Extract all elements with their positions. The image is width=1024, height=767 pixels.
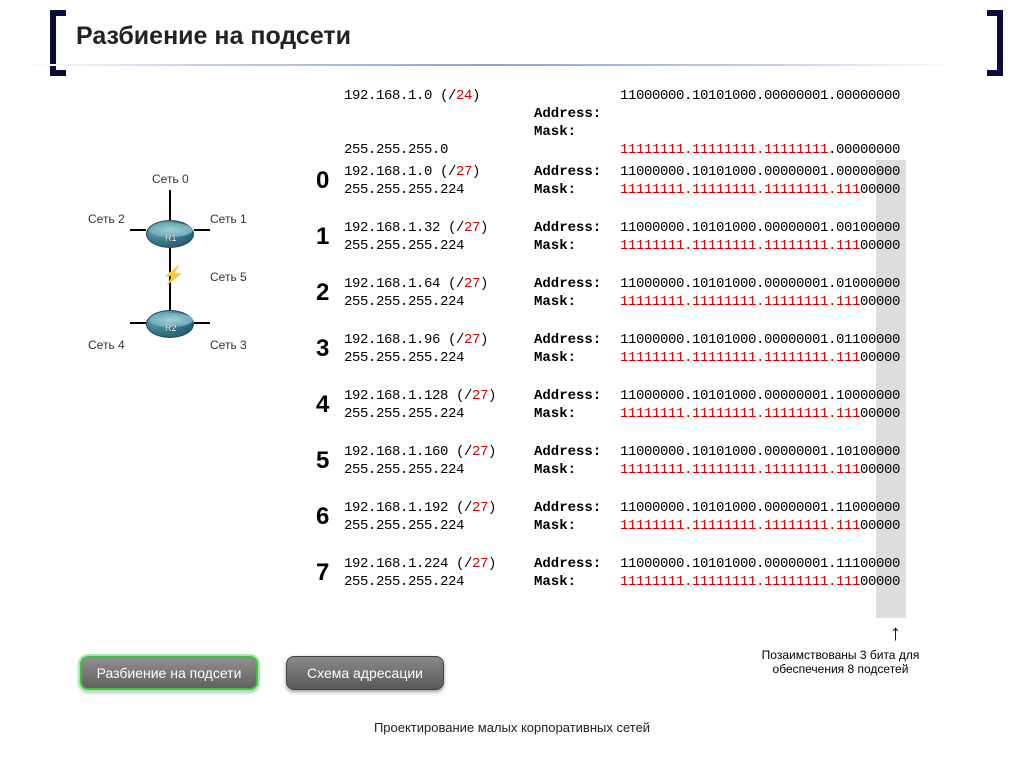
row-index: 0 bbox=[316, 172, 344, 190]
ip-cell: 192.168.1.128 (/27)255.255.255.224 bbox=[344, 387, 534, 423]
row-index: 4 bbox=[316, 396, 344, 414]
binary-cell: 11000000.10101000.00000001.1100000011111… bbox=[620, 499, 900, 535]
link-stub bbox=[169, 190, 171, 220]
serial-link-icon: ⚡ bbox=[162, 265, 184, 286]
table-row: 4192.168.1.128 (/27)255.255.255.224Addre… bbox=[316, 387, 900, 423]
net-label-4: Сеть 4 bbox=[88, 338, 125, 352]
subnet-table: 192.168.1.0 (/24) 255.255.255.0 Address:… bbox=[316, 105, 900, 611]
label-cell: Address:Mask: bbox=[534, 387, 620, 423]
addressing-button[interactable]: Схема адресации bbox=[286, 656, 444, 690]
ip-cell: 192.168.1.0 (/27)255.255.255.224 bbox=[344, 163, 534, 199]
annotation-text: Позаимствованы 3 бита для обеспечения 8 … bbox=[738, 648, 943, 676]
table-row: 1192.168.1.32 (/27)255.255.255.224Addres… bbox=[316, 219, 900, 255]
table-row: 3192.168.1.96 (/27)255.255.255.224Addres… bbox=[316, 331, 900, 367]
net-label-5: Сеть 5 bbox=[210, 270, 247, 284]
link-stub bbox=[194, 229, 210, 231]
net-label-2: Сеть 2 bbox=[88, 212, 125, 226]
label-cell: Address:Mask: bbox=[534, 219, 620, 255]
annotation-arrow-icon: ↑ bbox=[890, 620, 901, 646]
binary-cell: 11000000.10101000.00000001.1110000011111… bbox=[620, 555, 900, 591]
binary-cell: 11000000.10101000.00000001.0000000011111… bbox=[620, 163, 900, 199]
row-index: 6 bbox=[316, 508, 344, 526]
network-diagram: Сеть 0 Сеть 1 Сеть 2 Сеть 5 Сеть 3 Сеть … bbox=[80, 170, 265, 365]
ip-cell: 192.168.1.160 (/27)255.255.255.224 bbox=[344, 443, 534, 479]
table-row: 7192.168.1.224 (/27)255.255.255.224Addre… bbox=[316, 555, 900, 591]
ip-cell: 192.168.1.224 (/27)255.255.255.224 bbox=[344, 555, 534, 591]
table-header-row: 192.168.1.0 (/24) 255.255.255.0 Address:… bbox=[316, 105, 900, 141]
net-label-3: Сеть 3 bbox=[210, 338, 247, 352]
row-index: 3 bbox=[316, 340, 344, 358]
page-title: Разбиение на подсети bbox=[76, 22, 351, 51]
label-cell: Address:Mask: bbox=[534, 443, 620, 479]
row-index: 2 bbox=[316, 284, 344, 302]
ip-cell: 192.168.1.64 (/27)255.255.255.224 bbox=[344, 275, 534, 311]
router-icon: R1 bbox=[146, 220, 194, 248]
bracket-left bbox=[50, 10, 66, 76]
row-index: 5 bbox=[316, 452, 344, 470]
link-stub bbox=[130, 229, 146, 231]
link-stub bbox=[130, 322, 146, 324]
router-icon: R2 bbox=[146, 310, 194, 338]
binary-cell: 11000000.10101000.00000001.0100000011111… bbox=[620, 275, 900, 311]
label-cell: Address:Mask: bbox=[534, 105, 620, 141]
net-label-1: Сеть 1 bbox=[210, 212, 247, 226]
subnetting-button[interactable]: Разбиение на подсети bbox=[80, 656, 258, 690]
router-label: R2 bbox=[165, 323, 177, 333]
binary-cell: 11000000.10101000.00000001.0110000011111… bbox=[620, 331, 900, 367]
table-row: 6192.168.1.192 (/27)255.255.255.224Addre… bbox=[316, 499, 900, 535]
row-index: 1 bbox=[316, 228, 344, 246]
label-cell: Address:Mask: bbox=[534, 555, 620, 591]
ip-cell: 192.168.1.192 (/27)255.255.255.224 bbox=[344, 499, 534, 535]
table-row: 2192.168.1.64 (/27)255.255.255.224Addres… bbox=[316, 275, 900, 311]
label-cell: Address:Mask: bbox=[534, 499, 620, 535]
ip-cell: 192.168.1.96 (/27)255.255.255.224 bbox=[344, 331, 534, 367]
router-label: R1 bbox=[165, 233, 177, 243]
row-index: 7 bbox=[316, 564, 344, 582]
label-cell: Address:Mask: bbox=[534, 275, 620, 311]
net-label-0: Сеть 0 bbox=[152, 172, 189, 186]
binary-cell: 11000000.10101000.00000001.1000000011111… bbox=[620, 387, 900, 423]
label-cell: Address:Mask: bbox=[534, 331, 620, 367]
ip-cell: 192.168.1.32 (/27)255.255.255.224 bbox=[344, 219, 534, 255]
label-cell: Address:Mask: bbox=[534, 163, 620, 199]
slide-footer: Проектирование малых корпоративных сетей bbox=[0, 720, 1024, 735]
table-row: 5192.168.1.160 (/27)255.255.255.224Addre… bbox=[316, 443, 900, 479]
binary-cell: 11000000.10101000.00000001.1010000011111… bbox=[620, 443, 900, 479]
bracket-right bbox=[987, 10, 1003, 76]
binary-cell: 11000000.10101000.00000001.0010000011111… bbox=[620, 219, 900, 255]
link-stub bbox=[194, 322, 210, 324]
table-row: 0192.168.1.0 (/27)255.255.255.224Address… bbox=[316, 163, 900, 199]
